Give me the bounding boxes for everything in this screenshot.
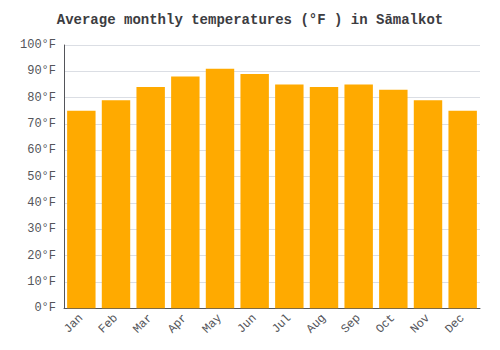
svg-text:10°F: 10°F xyxy=(27,275,56,289)
svg-text:Jul: Jul xyxy=(269,311,294,336)
svg-text:70°F: 70°F xyxy=(27,117,56,131)
svg-text:Dec: Dec xyxy=(442,311,467,336)
svg-text:Apr: Apr xyxy=(165,311,190,336)
svg-text:50°F: 50°F xyxy=(27,170,56,184)
svg-text:Feb: Feb xyxy=(96,311,121,336)
svg-text:May: May xyxy=(200,311,225,336)
svg-text:Aug: Aug xyxy=(304,311,329,336)
svg-text:0°F: 0°F xyxy=(34,301,56,315)
svg-text:40°F: 40°F xyxy=(27,196,56,210)
svg-text:60°F: 60°F xyxy=(27,143,56,157)
svg-text:Average monthly temperatures (: Average monthly temperatures (°F ) in Sā… xyxy=(57,12,443,28)
svg-text:Nov: Nov xyxy=(408,311,433,336)
svg-text:Jun: Jun xyxy=(234,311,259,336)
svg-text:90°F: 90°F xyxy=(27,64,56,78)
svg-text:100°F: 100°F xyxy=(20,38,56,52)
svg-text:20°F: 20°F xyxy=(27,249,56,263)
svg-text:Oct: Oct xyxy=(373,311,398,336)
svg-text:80°F: 80°F xyxy=(27,91,56,105)
svg-text:Jan: Jan xyxy=(61,311,86,336)
svg-text:30°F: 30°F xyxy=(27,222,56,236)
svg-text:Mar: Mar xyxy=(130,311,155,336)
svg-text:Sep: Sep xyxy=(338,311,363,336)
